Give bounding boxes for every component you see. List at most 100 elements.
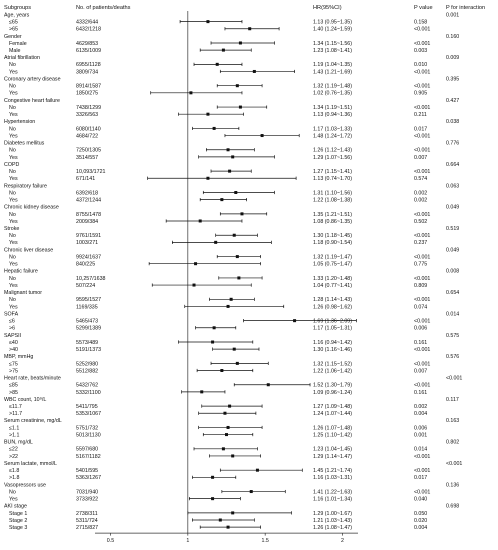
hr-point xyxy=(231,155,235,159)
p-value: 0.158 xyxy=(414,20,427,26)
hr-point xyxy=(221,447,225,451)
subgroup-heading: Heart rate, beats/minute xyxy=(4,376,61,382)
hr-ci-value: 1.23 (1.04~1.45) xyxy=(313,447,352,453)
hr-point xyxy=(226,148,230,152)
hr-ci-value: 1.34 (1.15~1.56) xyxy=(313,41,352,47)
hr-ci-value: 1.35 (1.21~1.51) xyxy=(313,212,352,218)
hr-point xyxy=(220,198,224,202)
hr-ci-value: 1.27 (1.15~1.41) xyxy=(313,169,352,175)
patients-deaths-value: 1169/335 xyxy=(76,304,98,310)
patients-deaths-value: 5252/980 xyxy=(76,361,98,367)
patients-deaths-value: 5432/762 xyxy=(76,383,98,389)
hr-ci-value: 1.26 (1.08~1.47) xyxy=(313,525,352,531)
hr-point xyxy=(235,361,239,365)
p-value: 0.161 xyxy=(414,340,427,346)
subgroup-label: >65 xyxy=(9,27,18,33)
header-hr-ci: HR(95%CI) xyxy=(313,5,342,11)
hr-ci-value: 1.26 (0.98~1.62) xyxy=(313,304,352,310)
hr-ci-value: 1.27 (1.09~1.48) xyxy=(313,404,352,410)
p-interaction-value: 0.427 xyxy=(446,98,459,104)
p-interaction-value: 0.664 xyxy=(446,162,459,168)
hr-point xyxy=(234,191,238,194)
hr-point xyxy=(248,27,252,31)
p-value: 0.040 xyxy=(414,497,427,503)
hr-ci-value: 1.04 (0.77~1.41) xyxy=(313,283,352,289)
p-value: <0.001 xyxy=(414,148,430,154)
p-value: 0.002 xyxy=(414,404,427,410)
p-value: <0.001 xyxy=(414,347,430,353)
subgroup-label: ≤85 xyxy=(9,383,18,389)
subgroup-label: Female xyxy=(9,41,27,47)
subgroup-heading: Stroke xyxy=(4,226,19,232)
p-interaction-value: 0.776 xyxy=(446,141,459,147)
subgroup-heading: SOFA xyxy=(4,311,19,317)
hr-point xyxy=(228,404,232,408)
subgroup-label: No xyxy=(9,148,16,154)
patients-deaths-value: 5512/882 xyxy=(76,368,98,374)
hr-point xyxy=(225,433,228,437)
subgroup-heading: Vasopressors use xyxy=(4,482,46,488)
patients-deaths-value: 5353/1067 xyxy=(76,411,101,417)
p-value: 0.006 xyxy=(414,425,427,431)
patients-deaths-value: 5332/1100 xyxy=(76,390,101,396)
p-interaction-value: 0.654 xyxy=(446,290,459,296)
subgroup-label: Yes xyxy=(9,304,18,310)
hr-point xyxy=(238,105,242,109)
p-value: 0.002 xyxy=(414,198,427,204)
hr-point xyxy=(226,525,230,529)
hr-ci-value: 1.16 (0.94~1.42) xyxy=(313,340,352,346)
p-interaction-value: 0.519 xyxy=(446,226,459,232)
hr-point xyxy=(231,454,235,458)
subgroup-label: ≤11.7 xyxy=(9,404,22,410)
hr-ci-value: 1.45 (1.21~1.74) xyxy=(313,468,352,474)
subgroup-heading: Diabetes mellitus xyxy=(4,141,45,147)
p-value: 0.004 xyxy=(414,411,427,417)
hr-ci-value: 1.09 (0.96~1.24) xyxy=(313,390,352,396)
subgroup-label: Stage 2 xyxy=(9,518,27,524)
subgroup-heading: Serum lactate, mmol/L xyxy=(4,461,57,467)
subgroup-label: Stage 3 xyxy=(9,525,27,531)
p-value: <0.001 xyxy=(414,133,430,139)
p-interaction-value: 0.049 xyxy=(446,205,459,211)
p-interaction-value: 0.136 xyxy=(446,482,459,488)
hr-ci-value: 1.28 (1.14~1.43) xyxy=(313,297,352,303)
p-value: 0.006 xyxy=(414,326,427,332)
hr-point xyxy=(232,233,236,237)
hr-ci-value: 1.43 (1.21~1.69) xyxy=(313,69,352,75)
subgroup-label: >75 xyxy=(9,368,18,374)
hr-point xyxy=(226,304,230,308)
subgroup-heading: Respiratory failure xyxy=(4,183,47,189)
header-p-value: P value xyxy=(414,5,433,11)
subgroup-label: Yes xyxy=(9,240,18,246)
hr-ci-value: 1.18 (0.90~1.54) xyxy=(313,240,352,246)
p-value: 0.905 xyxy=(414,91,427,97)
hr-ci-value: 1.02 (0.76~1.35) xyxy=(313,91,352,97)
p-value: 0.237 xyxy=(414,240,427,246)
patients-deaths-value: 5597/680 xyxy=(76,447,98,453)
p-value: 0.014 xyxy=(414,447,427,453)
hr-ci-value: 1.25 (1.10~1.42) xyxy=(313,432,352,438)
hr-ci-value: 1.29 (1.14~1.47) xyxy=(313,454,352,460)
hr-point xyxy=(240,212,244,216)
p-value: 0.211 xyxy=(414,112,427,118)
p-value: <0.001 xyxy=(414,454,430,460)
subgroup-heading: BUN, mg/dL xyxy=(4,440,33,446)
hr-ci-value: 1.17 (1.03~1.33) xyxy=(313,126,352,132)
p-value: <0.001 xyxy=(414,169,430,175)
patients-deaths-value: 2715/827 xyxy=(76,525,98,531)
subgroup-label: No xyxy=(9,105,16,111)
p-value: 0.001 xyxy=(414,432,427,438)
hr-ci-value: 1.52 (1.30~1.79) xyxy=(313,383,352,389)
patients-deaths-value: 9595/1527 xyxy=(76,297,101,303)
subgroup-label: No xyxy=(9,489,16,495)
hr-point xyxy=(206,112,210,116)
subgroup-heading: Chronic kidney disease xyxy=(4,205,59,211)
hr-point xyxy=(198,219,202,223)
patients-deaths-value: 840/225 xyxy=(76,262,95,268)
hr-ci-value: 1.17 (1.05~1.31) xyxy=(313,326,352,332)
hr-point xyxy=(206,176,210,180)
header-p-interaction: P for interaction xyxy=(446,5,485,11)
hr-point xyxy=(223,411,227,415)
hr-ci-value: 1.48 (1.24~1.72) xyxy=(313,133,352,139)
hr-ci-value: 1.29 (1.00~1.67) xyxy=(313,511,352,517)
